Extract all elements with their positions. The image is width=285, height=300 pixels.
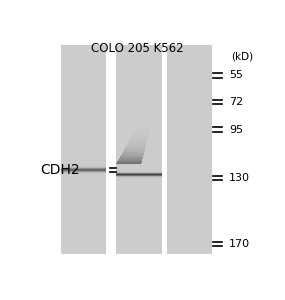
Bar — [129, 140, 147, 141]
Bar — [131, 138, 148, 139]
Bar — [135, 130, 149, 131]
Bar — [167, 45, 212, 254]
Bar — [133, 135, 148, 136]
Text: COLO 205 K562: COLO 205 K562 — [91, 42, 184, 55]
Bar — [136, 129, 150, 130]
Bar — [126, 147, 145, 148]
Bar — [119, 159, 142, 160]
Bar — [124, 150, 144, 151]
Bar — [122, 153, 144, 154]
Bar — [121, 155, 143, 156]
Bar — [135, 130, 150, 131]
Bar — [121, 155, 143, 156]
Text: 170: 170 — [229, 239, 250, 249]
Bar — [120, 157, 143, 158]
Bar — [131, 137, 148, 138]
Bar — [125, 147, 145, 148]
Bar — [117, 162, 142, 163]
Bar — [134, 132, 149, 133]
Bar — [121, 156, 143, 157]
Bar — [125, 148, 145, 149]
Bar — [130, 140, 147, 141]
Bar — [131, 137, 148, 138]
Bar — [61, 45, 106, 254]
Bar — [126, 146, 146, 147]
Bar — [120, 157, 143, 158]
Bar — [127, 144, 146, 145]
Bar — [119, 158, 142, 159]
Bar — [134, 133, 149, 134]
Bar — [130, 139, 147, 140]
Bar — [128, 142, 146, 143]
Bar — [136, 128, 150, 129]
Bar — [125, 148, 145, 149]
Bar — [121, 154, 143, 155]
Text: 72: 72 — [229, 97, 243, 107]
Bar — [117, 163, 141, 164]
Bar — [127, 145, 146, 146]
Bar — [124, 149, 145, 150]
Bar — [121, 154, 144, 155]
Bar — [136, 129, 150, 130]
Text: CDH2: CDH2 — [40, 163, 80, 177]
Bar — [133, 134, 148, 135]
Bar — [124, 150, 144, 151]
Bar — [135, 131, 149, 132]
Bar — [119, 158, 142, 159]
Bar — [128, 143, 146, 144]
Bar — [137, 128, 150, 129]
Bar — [123, 152, 144, 153]
Bar — [132, 135, 148, 136]
Bar — [123, 152, 144, 153]
Bar — [120, 156, 143, 157]
Bar — [127, 145, 146, 146]
Bar — [126, 146, 146, 147]
Bar — [128, 143, 146, 144]
Bar — [122, 153, 144, 154]
Bar — [130, 139, 147, 140]
Bar — [116, 45, 162, 254]
Bar — [127, 144, 146, 145]
Text: 130: 130 — [229, 173, 250, 183]
Text: (kD): (kD) — [231, 51, 253, 61]
Bar — [123, 151, 144, 152]
Bar — [118, 161, 142, 162]
Bar — [134, 133, 149, 134]
Bar — [134, 132, 149, 133]
Bar — [129, 141, 147, 142]
Bar — [129, 142, 146, 143]
Bar — [117, 161, 142, 162]
Text: 95: 95 — [229, 124, 243, 135]
Bar — [117, 163, 141, 164]
Bar — [132, 136, 148, 137]
Text: 55: 55 — [229, 70, 243, 80]
Bar — [118, 160, 142, 161]
Bar — [129, 141, 147, 142]
Bar — [119, 159, 142, 160]
Bar — [135, 131, 149, 132]
